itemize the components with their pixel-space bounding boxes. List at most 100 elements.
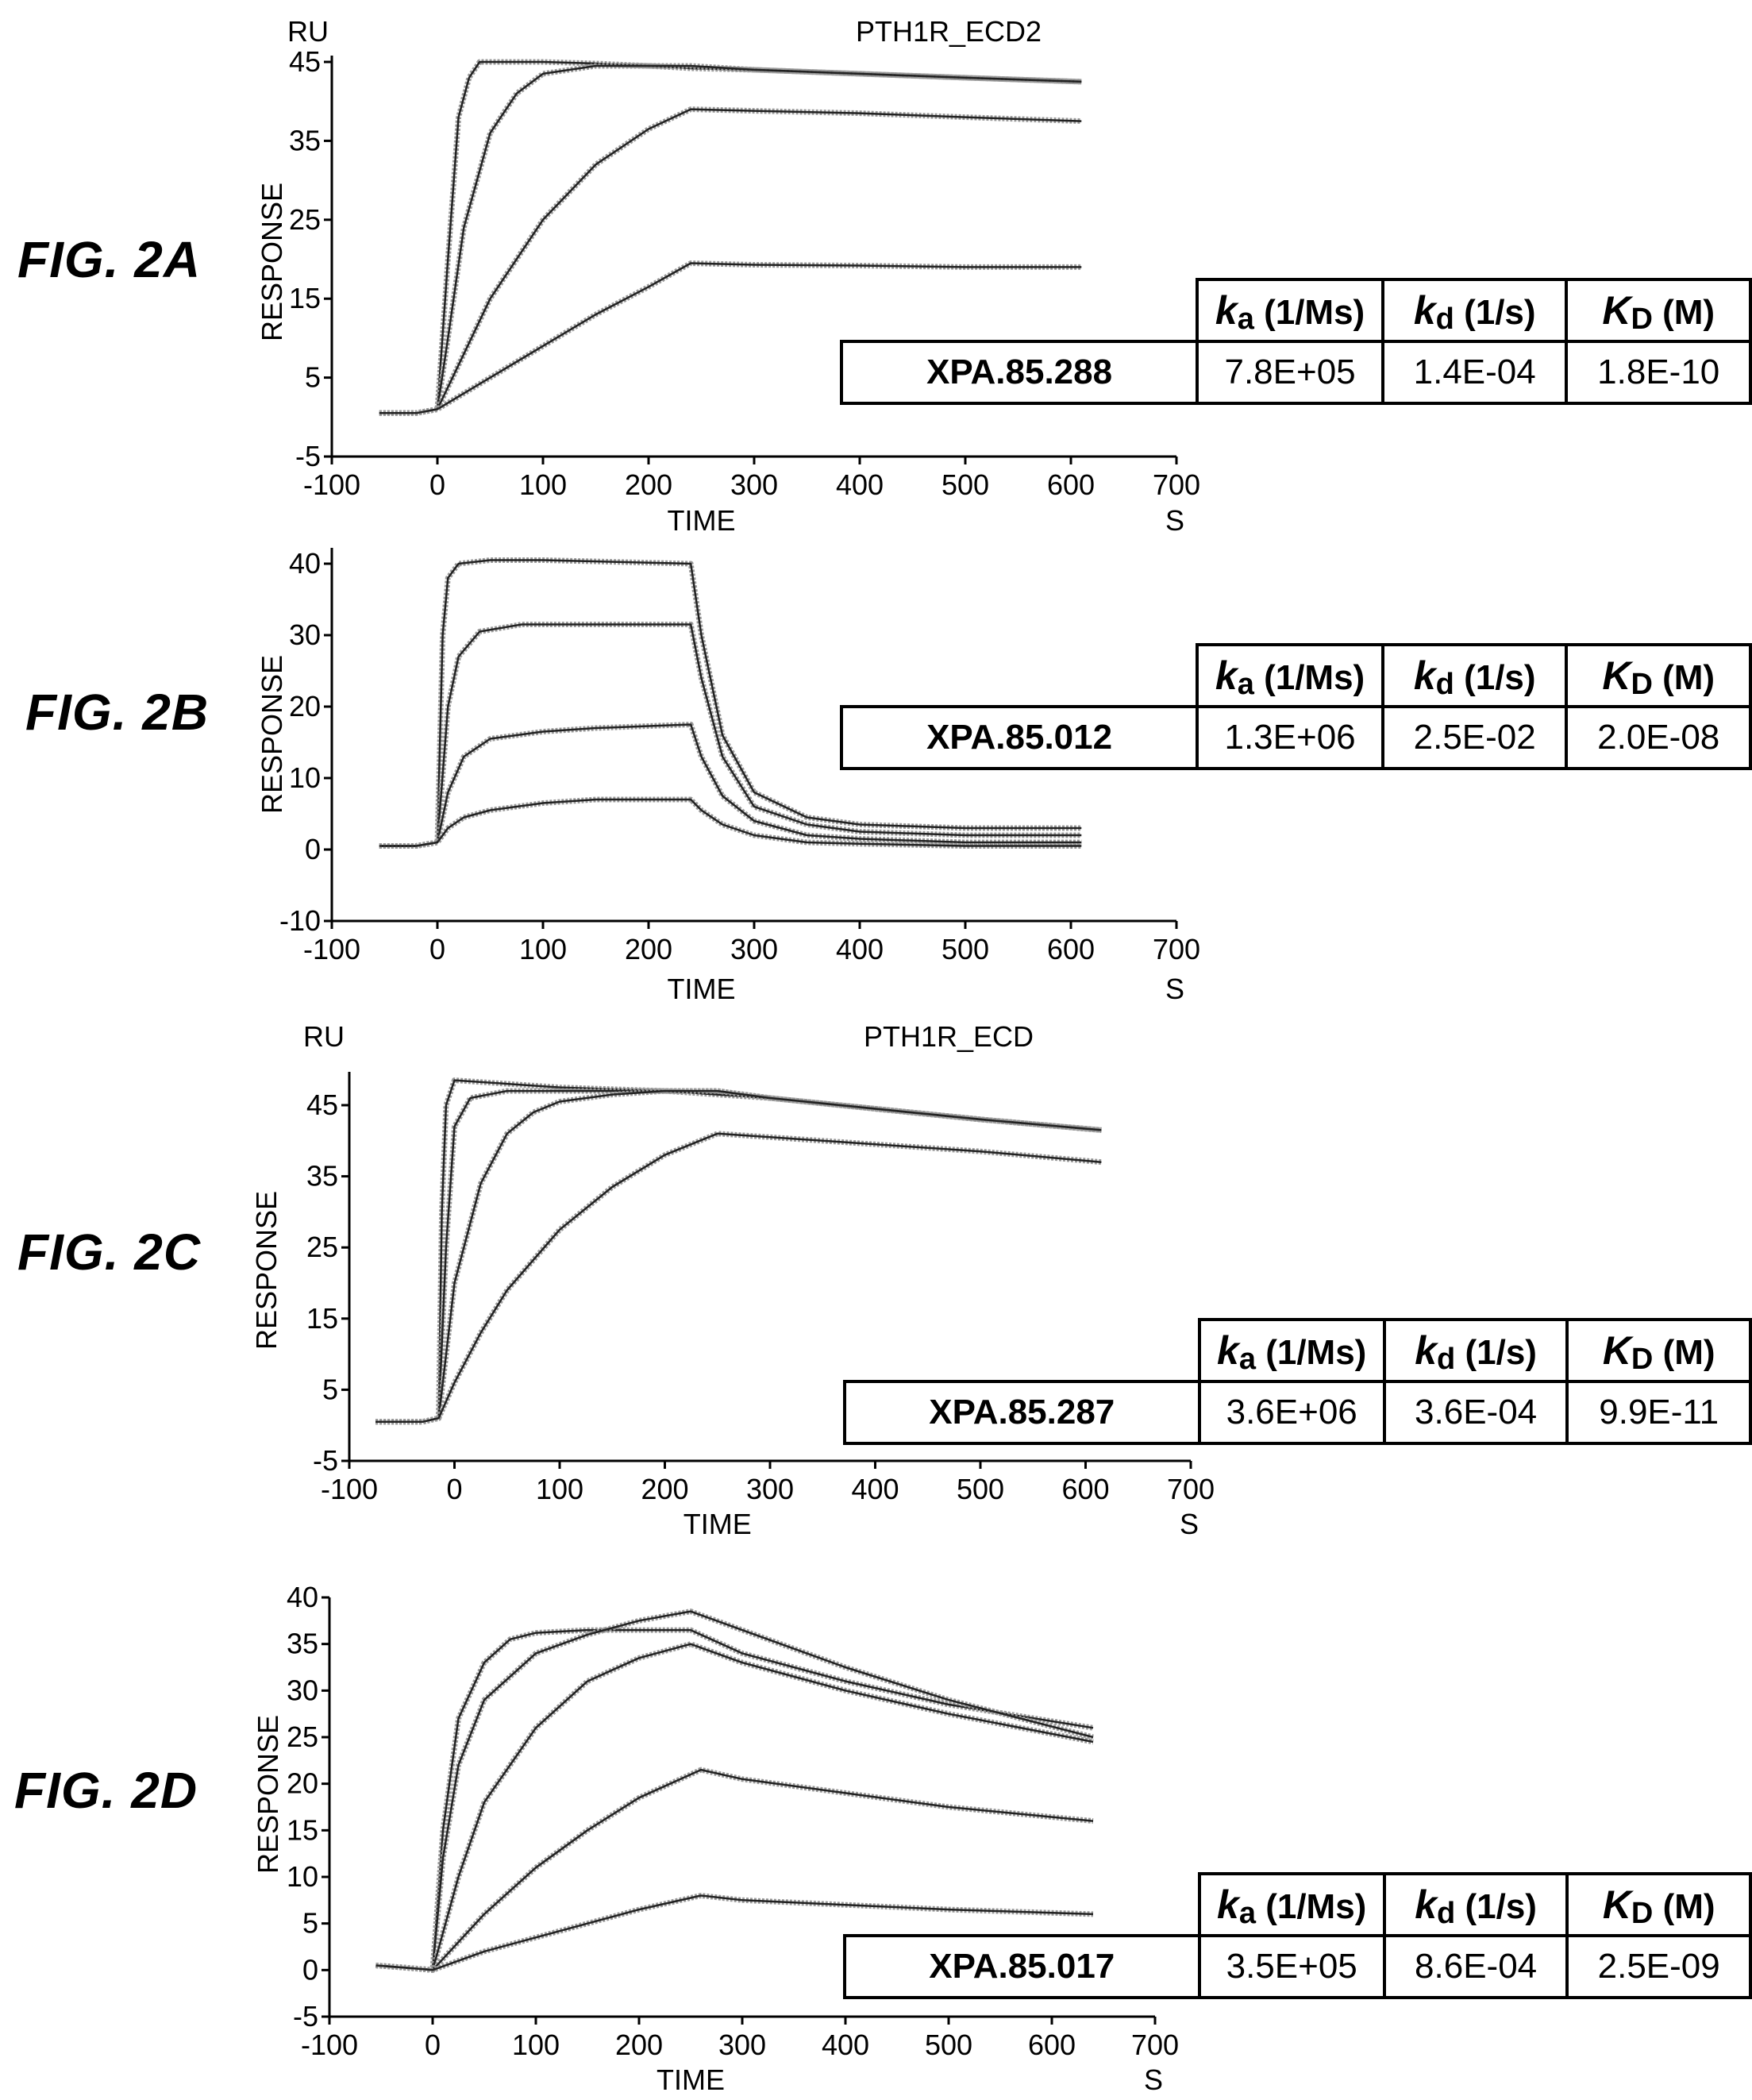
kinetics-table: ka (1/Ms) kd (1/s) KD (M) XPA.85.012 1.3… — [839, 643, 1752, 770]
y-tick-label: -10 — [279, 904, 321, 937]
y-tick-label: 30 — [287, 1674, 318, 1706]
kd-value: 2.5E-02 — [1380, 705, 1569, 770]
x-tick-label: 600 — [1061, 1473, 1109, 1505]
kinetics-table: ka (1/Ms) kd (1/s) KD (M) XPA.85.287 3.6… — [843, 1318, 1752, 1445]
x-tick-label: 100 — [536, 1473, 583, 1505]
x-axis-label: TIME — [683, 1508, 752, 1540]
y-tick-label: 15 — [289, 282, 321, 314]
x-unit-label: S — [1165, 973, 1184, 1005]
y-tick-label: 5 — [322, 1373, 338, 1405]
y-tick-label: -5 — [295, 440, 321, 472]
x-tick-label: 600 — [1028, 2029, 1076, 2061]
y-tick-label: 35 — [287, 1628, 318, 1660]
series-noise-4 — [379, 796, 1082, 849]
y-axis-label: RESPONSE — [256, 183, 288, 341]
KD-header: KD (M) — [1565, 1318, 1752, 1383]
antibody-name: XPA.85.012 — [839, 705, 1199, 770]
y-tick-label: -5 — [293, 2000, 318, 2033]
y-tick-label: 25 — [287, 1720, 318, 1753]
x-tick-label: 200 — [641, 1473, 688, 1505]
ka-header: ka (1/Ms) — [1196, 278, 1384, 343]
x-tick-label: -100 — [301, 2029, 358, 2061]
panel-2d: FIG. 2D -5 0 5 10 15 20 25 30 35 40 -100 0 100 200 300… — [0, 1556, 1752, 2100]
y-tick-label: 5 — [302, 1907, 318, 1940]
kinetics-table: ka (1/Ms) kd (1/s) KD (M) XPA.85.288 7.8… — [839, 278, 1752, 405]
ka-value: 3.6E+06 — [1197, 1380, 1386, 1445]
x-tick-label: 300 — [730, 468, 778, 501]
x-tick-label: 400 — [836, 468, 884, 501]
x-tick-label: 400 — [836, 933, 884, 965]
x-tick-label: 700 — [1153, 933, 1200, 965]
ka-header: ka (1/Ms) — [1196, 643, 1384, 708]
y-tick-label: 10 — [289, 761, 321, 794]
y-tick-label: 0 — [305, 833, 321, 865]
y-axis-label: RESPONSE — [252, 1715, 284, 1874]
x-tick-label: 500 — [941, 468, 989, 501]
sensorgram-plot: -5 5 15 25 35 45 -100 0 100 200 300 400 500 600 700 RES… — [250, 1020, 1215, 1540]
x-tick-label: -100 — [303, 933, 360, 965]
x-tick-label: 0 — [446, 1473, 462, 1505]
x-tick-label: 0 — [425, 2029, 441, 2061]
y-tick-label: 25 — [306, 1231, 338, 1263]
series-line-2 — [379, 64, 1082, 414]
x-tick-label: 200 — [625, 468, 672, 501]
chart-title: PTH1R_ECD — [864, 1020, 1034, 1053]
y-tick-label: 40 — [289, 547, 321, 580]
y-tick-label: 45 — [306, 1089, 338, 1121]
KD-value: 2.5E-09 — [1565, 1934, 1752, 1999]
series-line-2 — [375, 1610, 1094, 1971]
KD-header: KD (M) — [1565, 1872, 1752, 1937]
ka-header: ka (1/Ms) — [1197, 1872, 1386, 1937]
x-tick-label: 0 — [429, 468, 445, 501]
x-axis-label: TIME — [657, 2063, 725, 2096]
figure-label: FIG. 2D — [14, 1762, 198, 1819]
sensorgram-plot: -5 5 15 25 35 45 -100 0 100 200 300 400 500 600 700 RES… — [256, 15, 1200, 537]
x-tick-label: 300 — [730, 933, 778, 965]
x-unit-label: S — [1144, 2063, 1163, 2096]
y-tick-label: 20 — [289, 690, 321, 722]
x-tick-label: 700 — [1153, 468, 1200, 501]
ka-header: ka (1/Ms) — [1197, 1318, 1386, 1383]
KD-value: 2.0E-08 — [1565, 705, 1752, 770]
kd-header: kd (1/s) — [1382, 1872, 1569, 1937]
ka-value: 7.8E+05 — [1196, 340, 1384, 405]
x-tick-label: 300 — [746, 1473, 794, 1505]
x-tick-label: 500 — [941, 933, 989, 965]
x-tick-label: 400 — [851, 1473, 899, 1505]
x-tick-label: 0 — [429, 933, 445, 965]
x-tick-label: 500 — [957, 1473, 1004, 1505]
panel-2b: FIG. 2B -10 0 10 20 30 40 -100 0 100 200 300 400 500… — [0, 540, 1752, 1016]
x-tick-label: 700 — [1131, 2029, 1179, 2061]
series-line-1 — [379, 559, 1082, 847]
kd-value: 8.6E-04 — [1382, 1934, 1569, 1999]
figure-label: FIG. 2A — [17, 231, 202, 288]
y-axis-label: RESPONSE — [250, 1191, 283, 1350]
figure-label: FIG. 2B — [25, 684, 210, 741]
y-tick-label: 20 — [287, 1767, 318, 1800]
y-tick-label: 30 — [289, 618, 321, 651]
KD-header: KD (M) — [1565, 643, 1752, 708]
kinetics-table: ka (1/Ms) kd (1/s) KD (M) XPA.85.017 3.5… — [843, 1872, 1752, 1999]
x-axis-label: TIME — [668, 504, 736, 537]
x-tick-label: 700 — [1167, 1473, 1215, 1505]
kd-value: 3.6E-04 — [1382, 1380, 1569, 1445]
kd-header: kd (1/s) — [1380, 278, 1569, 343]
antibody-name: XPA.85.288 — [839, 340, 1199, 405]
y-tick-label: -5 — [313, 1444, 338, 1477]
panel-2a: FIG. 2A -5 5 15 25 35 45 -100 0 100 200 300 400 500 6… — [0, 0, 1752, 540]
kd-value: 1.4E-04 — [1380, 340, 1569, 405]
x-tick-label: 100 — [519, 933, 567, 965]
y-unit-label: RU — [287, 15, 329, 48]
x-tick-label: 600 — [1047, 933, 1095, 965]
kd-header: kd (1/s) — [1380, 643, 1569, 708]
KD-header: KD (M) — [1565, 278, 1752, 343]
x-unit-label: S — [1165, 504, 1184, 537]
x-unit-label: S — [1180, 1508, 1199, 1540]
y-tick-label: 40 — [287, 1581, 318, 1613]
y-axis-label: RESPONSE — [256, 655, 288, 814]
x-tick-label: 500 — [925, 2029, 972, 2061]
kd-header: kd (1/s) — [1382, 1318, 1569, 1383]
sensorgram-plot: -5 0 5 10 15 20 25 30 35 40 -100 0 100 200 300 400 500 60… — [252, 1581, 1179, 2096]
KD-value: 1.8E-10 — [1565, 340, 1752, 405]
